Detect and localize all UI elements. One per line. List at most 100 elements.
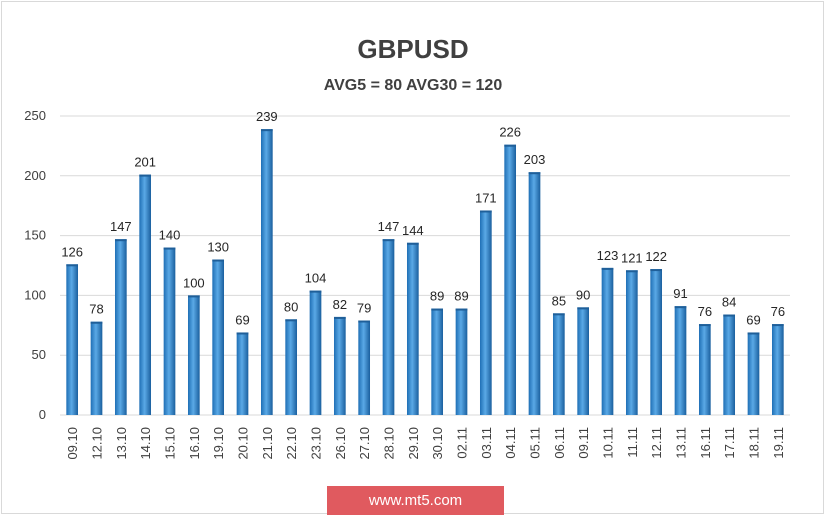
bar-top xyxy=(285,319,298,322)
x-tick-label: 26.10 xyxy=(333,427,348,460)
bar xyxy=(674,306,687,415)
bar xyxy=(650,269,663,415)
y-tick-label: 50 xyxy=(32,347,46,362)
bar xyxy=(139,174,152,415)
bar-body xyxy=(601,267,614,415)
bar-top xyxy=(260,129,273,132)
bar-top xyxy=(212,259,225,262)
bar-body xyxy=(187,295,200,415)
bar-top xyxy=(698,324,711,327)
bar-top xyxy=(650,269,663,272)
data-label: 123 xyxy=(597,248,619,263)
y-axis: 0 50 100 150 200 250 xyxy=(24,108,46,422)
data-label: 82 xyxy=(333,297,347,312)
x-tick-label: 09.11 xyxy=(576,427,591,459)
data-label: 78 xyxy=(89,302,103,317)
bar-body xyxy=(66,264,79,415)
chart-subtitle: AVG5 = 80 AVG30 = 120 xyxy=(324,77,503,94)
data-label: 76 xyxy=(771,304,785,319)
bar xyxy=(66,264,79,415)
bar-top xyxy=(431,308,444,311)
bar-body xyxy=(139,174,152,415)
bar-top xyxy=(187,295,200,298)
bar xyxy=(431,308,444,415)
bar-body xyxy=(723,314,736,415)
bar-top xyxy=(66,264,79,267)
data-label: 226 xyxy=(499,125,521,140)
data-label: 126 xyxy=(61,244,83,259)
data-label: 89 xyxy=(454,289,468,304)
x-tick-label: 30.10 xyxy=(430,427,445,460)
bar-top xyxy=(601,267,614,270)
bar xyxy=(212,259,225,415)
bar-top xyxy=(236,332,249,335)
bar-body xyxy=(333,316,346,415)
gridlines xyxy=(60,115,790,416)
x-tick-label: 04.11 xyxy=(503,427,518,459)
bar-body xyxy=(528,172,541,415)
bar xyxy=(358,320,371,415)
x-tick-label: 06.11 xyxy=(552,427,567,459)
x-tick-label: 13.11 xyxy=(674,427,689,459)
x-tick-label: 22.10 xyxy=(284,427,299,460)
bar-body xyxy=(771,324,784,415)
bar-top xyxy=(406,242,419,245)
y-tick-label: 0 xyxy=(39,407,46,422)
bar-top xyxy=(90,321,103,324)
y-tick-label: 200 xyxy=(24,168,46,183)
x-tick-label: 16.11 xyxy=(698,427,713,459)
bar-top xyxy=(504,144,517,147)
bar xyxy=(114,239,127,415)
bar xyxy=(528,172,541,415)
x-tick-label: 12.11 xyxy=(649,427,664,459)
bar-top xyxy=(382,239,395,242)
bar xyxy=(747,332,760,415)
bar xyxy=(479,210,492,415)
bar-body xyxy=(674,306,687,415)
data-label: 201 xyxy=(134,155,156,170)
bar-top xyxy=(309,290,322,293)
bar-top xyxy=(674,306,687,309)
x-tick-label: 19.11 xyxy=(771,427,786,459)
bar-body xyxy=(212,259,225,415)
bar xyxy=(90,321,103,415)
bar xyxy=(723,314,736,415)
bar-body xyxy=(358,320,371,415)
bar xyxy=(455,308,468,415)
bar xyxy=(406,242,419,415)
data-label: 69 xyxy=(746,312,760,327)
data-label: 80 xyxy=(284,299,298,314)
bar xyxy=(236,332,249,415)
bar-body xyxy=(406,242,419,415)
bar-top xyxy=(723,314,736,317)
x-tick-label: 18.11 xyxy=(747,427,762,459)
bar-top xyxy=(333,316,346,319)
bar xyxy=(333,316,346,415)
data-label: 76 xyxy=(698,304,712,319)
data-label: 85 xyxy=(552,293,566,308)
bar-body xyxy=(552,313,565,415)
x-tick-label: 05.11 xyxy=(528,427,543,459)
data-label: 121 xyxy=(621,250,643,265)
x-tick-label: 12.10 xyxy=(90,427,105,460)
bar xyxy=(382,239,395,415)
bar-body xyxy=(382,239,395,415)
bar xyxy=(577,307,590,415)
bar xyxy=(163,247,176,415)
bar-body xyxy=(455,308,468,415)
bar-body xyxy=(577,307,590,415)
bar-top xyxy=(625,270,638,273)
x-tick-label: 27.10 xyxy=(357,427,372,460)
bar xyxy=(771,324,784,415)
data-label: 91 xyxy=(673,286,687,301)
bar-top xyxy=(528,172,541,175)
bar xyxy=(187,295,200,415)
bar-top xyxy=(552,313,565,316)
bar xyxy=(504,144,517,416)
bar-top xyxy=(479,210,492,213)
bar-body xyxy=(650,269,663,415)
data-label: 147 xyxy=(110,219,132,234)
bar-body xyxy=(479,210,492,415)
